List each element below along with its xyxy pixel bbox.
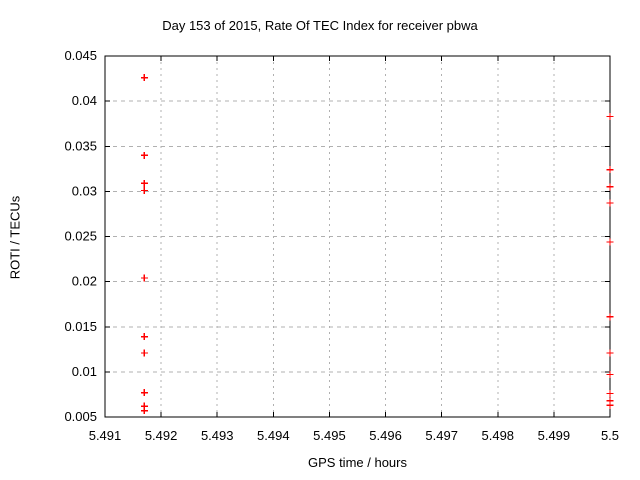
y-tick-label: 0.015 (64, 319, 97, 334)
x-tick-label: 5.491 (89, 428, 122, 443)
x-tick-label: 5.493 (201, 428, 234, 443)
y-tick-label: 0.035 (64, 138, 97, 153)
x-tick-label: 5.498 (482, 428, 515, 443)
x-tick-label: 5.494 (257, 428, 290, 443)
x-tick-label: 5.499 (538, 428, 571, 443)
plot-border (104, 55, 611, 418)
x-axis-label: GPS time / hours (308, 455, 407, 470)
y-tick-label: 0.01 (72, 364, 97, 379)
x-tick-label: 5.495 (313, 428, 346, 443)
y-tick-label: 0.045 (64, 48, 97, 63)
x-tick-label: 5.497 (425, 428, 458, 443)
y-tick-label: 0.005 (64, 409, 97, 424)
y-tick-label: 0.025 (64, 229, 97, 244)
y-tick-label: 0.04 (72, 93, 97, 108)
y-tick-label: 0.03 (72, 183, 97, 198)
x-tick-label: 5.496 (369, 428, 402, 443)
y-tick-label: 0.02 (72, 274, 97, 289)
x-tick-label: 5.492 (145, 428, 178, 443)
x-tick-label: 5.5 (601, 428, 619, 443)
chart-title: Day 153 of 2015, Rate Of TEC Index for r… (162, 18, 478, 33)
